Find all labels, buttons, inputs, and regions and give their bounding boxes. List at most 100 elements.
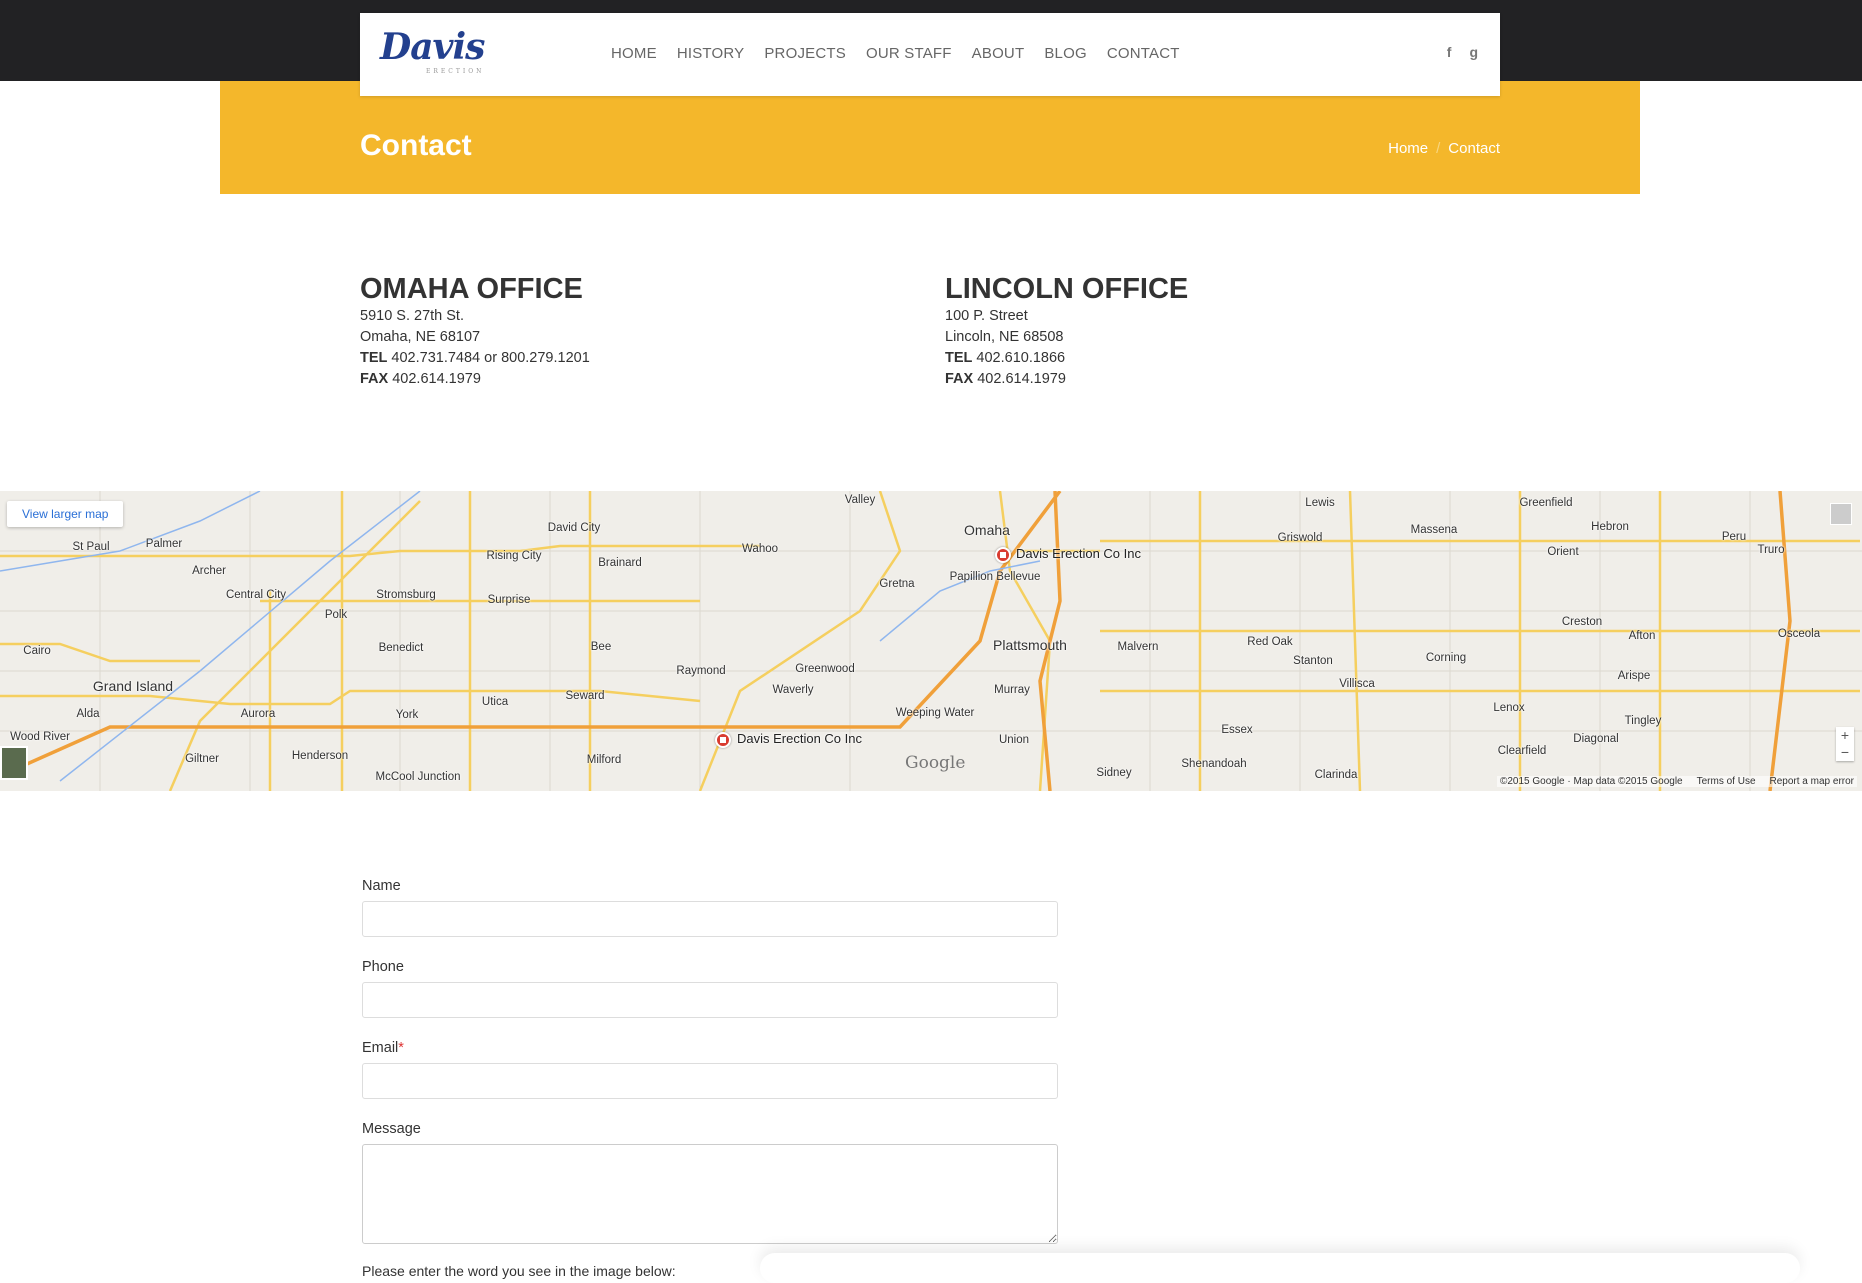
phone-label: Phone bbox=[362, 959, 404, 975]
breadcrumb-current: Contact bbox=[1448, 140, 1500, 157]
marker-label-lincoln[interactable]: Davis Erection Co Inc bbox=[737, 731, 862, 746]
nav-our-staff[interactable]: OUR STAFF bbox=[865, 45, 952, 62]
map-place-label: Grand Island bbox=[92, 678, 174, 694]
map-place-label: Essex bbox=[1221, 724, 1253, 736]
satellite-toggle[interactable] bbox=[0, 746, 28, 780]
site-header: Davis ERECTION HOME HISTORY PROJECTS OUR … bbox=[360, 13, 1500, 96]
fax-value: 402.614.1979 bbox=[977, 371, 1066, 387]
terms-link[interactable]: Terms of Use bbox=[1696, 776, 1756, 787]
nav-projects[interactable]: PROJECTS bbox=[764, 45, 846, 62]
map-place-label: Hebron bbox=[1591, 521, 1629, 533]
map-place-label: Lewis bbox=[1305, 497, 1335, 509]
map-marker-icon[interactable] bbox=[995, 547, 1011, 563]
office-title: OMAHA OFFICE bbox=[360, 273, 583, 305]
email-label-text: Email bbox=[362, 1040, 399, 1056]
nav-home[interactable]: HOME bbox=[611, 45, 657, 62]
office-address-line2: Lincoln, NE 68508 bbox=[945, 329, 1064, 345]
logo-subtext: ERECTION bbox=[425, 68, 485, 75]
map-place-label: Murray bbox=[994, 684, 1030, 696]
nav-contact[interactable]: CONTACT bbox=[1106, 45, 1180, 62]
map-place-label: Central City bbox=[225, 589, 287, 601]
map-place-label: Bee bbox=[590, 641, 612, 653]
tel-value: 402.731.7484 or 800.279.1201 bbox=[391, 350, 590, 366]
email-label: Email* bbox=[362, 1040, 1058, 1056]
page-banner: Contact Home / Contact bbox=[220, 81, 1640, 194]
tel-label: TEL bbox=[360, 350, 388, 366]
office-fax: FAX 402.614.1979 bbox=[945, 369, 1188, 390]
map-place-label: Villisca bbox=[1339, 678, 1375, 690]
fax-label: FAX bbox=[360, 371, 389, 387]
map-place-label: Rising City bbox=[486, 550, 542, 562]
email-input[interactable] bbox=[362, 1063, 1058, 1099]
map-place-label: Wood River bbox=[10, 731, 70, 743]
map-place-label: Greenfield bbox=[1519, 497, 1573, 509]
map-place-label: Seward bbox=[565, 690, 605, 702]
map-place-label: Cairo bbox=[23, 645, 51, 657]
map-place-label: Sidney bbox=[1096, 767, 1132, 779]
map-place-label: Peru bbox=[1721, 531, 1747, 543]
map-place-label: Utica bbox=[481, 696, 509, 708]
pegman-icon[interactable] bbox=[1830, 503, 1852, 525]
map-place-label: York bbox=[395, 709, 419, 721]
marker-label-omaha[interactable]: Davis Erection Co Inc bbox=[1016, 546, 1141, 561]
map-place-label: Malvern bbox=[1117, 641, 1159, 653]
map-place-label: Henderson bbox=[291, 750, 349, 762]
breadcrumb-home[interactable]: Home bbox=[1388, 140, 1429, 157]
zoom-out-button[interactable]: − bbox=[1840, 744, 1850, 760]
map-place-label: Diagonal bbox=[1573, 733, 1619, 745]
omaha-office: OMAHA OFFICE 5910 S. 27th St. Omaha, NE … bbox=[360, 272, 590, 390]
phone-input[interactable] bbox=[362, 982, 1058, 1018]
logo[interactable]: Davis ERECTION bbox=[380, 26, 485, 76]
map-place-label: Red Oak bbox=[1247, 636, 1293, 648]
nav-history[interactable]: HISTORY bbox=[676, 45, 745, 62]
map-place-label: Wahoo bbox=[741, 543, 779, 555]
map-place-label: Massena bbox=[1410, 524, 1458, 536]
nav-blog[interactable]: BLOG bbox=[1044, 45, 1087, 62]
google-plus-icon[interactable]: g bbox=[1469, 44, 1478, 60]
zoom-in-button[interactable]: + bbox=[1840, 727, 1850, 743]
map-marker-icon[interactable] bbox=[715, 732, 731, 748]
map-roads bbox=[0, 491, 1862, 791]
map-place-label: Corning bbox=[1425, 652, 1467, 664]
breadcrumb: Home / Contact bbox=[1388, 140, 1500, 157]
map-place-label: Shenandoah bbox=[1181, 758, 1247, 770]
map-place-label: Tingley bbox=[1624, 715, 1662, 727]
fax-value: 402.614.1979 bbox=[392, 371, 481, 387]
nav-about[interactable]: ABOUT bbox=[971, 45, 1025, 62]
map-place-label: Afton bbox=[1628, 630, 1656, 642]
office-tel: TEL 402.731.7484 or 800.279.1201 bbox=[360, 348, 590, 369]
logo-text: Davis bbox=[380, 26, 485, 68]
report-error-link[interactable]: Report a map error bbox=[1769, 776, 1854, 787]
message-textarea[interactable] bbox=[362, 1144, 1058, 1244]
zoom-controls: + − bbox=[1836, 727, 1854, 761]
office-address-line2: Omaha, NE 68107 bbox=[360, 329, 481, 345]
map-place-label: Alda bbox=[76, 708, 100, 720]
map-place-label: Arispe bbox=[1617, 670, 1651, 682]
map-place-label: Gretna bbox=[879, 578, 915, 590]
office-tel: TEL 402.610.1866 bbox=[945, 348, 1188, 369]
map-place-label: Truro bbox=[1757, 544, 1785, 556]
main-nav: HOME HISTORY PROJECTS OUR STAFF ABOUT BL… bbox=[611, 45, 1180, 62]
required-mark: * bbox=[398, 1040, 404, 1056]
map-data-credit: ©2015 Google · Map data ©2015 Google bbox=[1499, 776, 1683, 787]
map-place-label: Union bbox=[998, 734, 1030, 746]
map-place-label: Giltner bbox=[185, 753, 219, 765]
view-larger-map-link[interactable]: View larger map bbox=[7, 501, 124, 527]
social-links: f g bbox=[1447, 44, 1478, 60]
office-title: LINCOLN OFFICE bbox=[945, 273, 1189, 305]
map-place-label: Aurora bbox=[240, 708, 276, 720]
map-place-label: David City bbox=[547, 522, 601, 534]
map-place-label: Orient bbox=[1547, 546, 1579, 558]
map-place-label: Creston bbox=[1561, 616, 1603, 628]
map-place-label: Benedict bbox=[378, 642, 424, 654]
map-place-label: Milford bbox=[586, 754, 622, 766]
name-input[interactable] bbox=[362, 901, 1058, 937]
map-place-label: Archer bbox=[192, 565, 226, 577]
bottom-shadow bbox=[760, 1253, 1800, 1283]
google-logo: Google bbox=[905, 753, 966, 773]
facebook-icon[interactable]: f bbox=[1446, 44, 1452, 60]
office-address-line1: 5910 S. 27th St. bbox=[360, 308, 464, 324]
map-place-label: Valley bbox=[844, 494, 876, 506]
google-map[interactable]: St Paul Palmer Archer Central City Polk Strom… bbox=[0, 491, 1862, 791]
map-place-label: Waverly bbox=[772, 684, 814, 696]
